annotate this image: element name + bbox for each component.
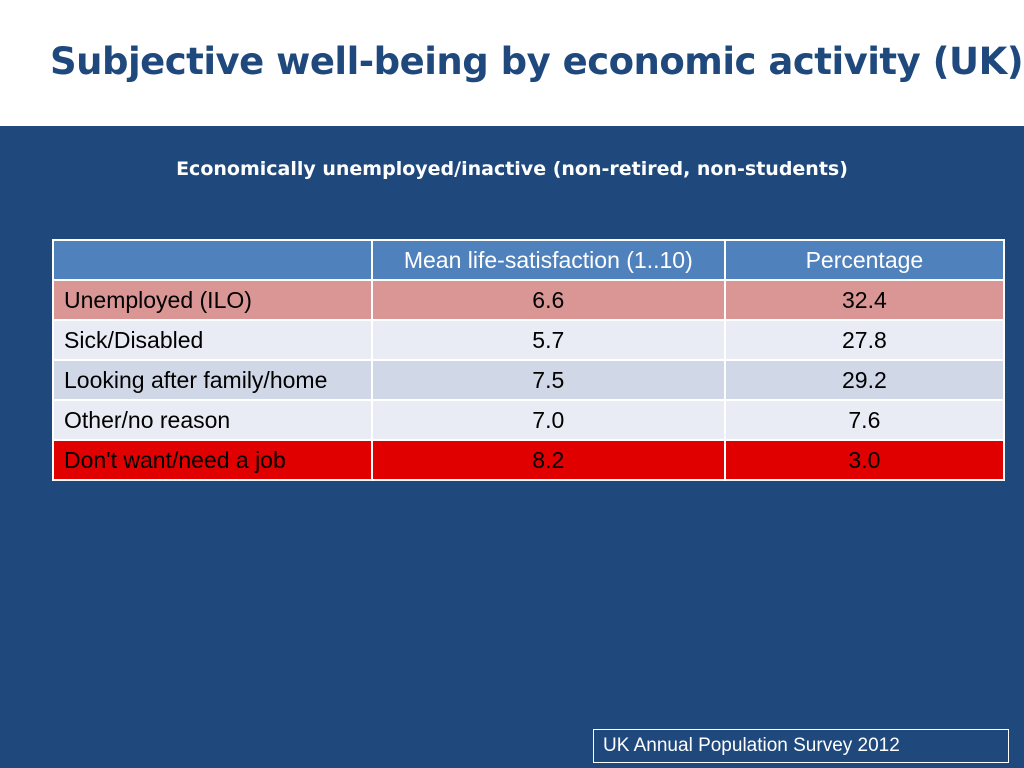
row-category: Looking after family/home bbox=[52, 359, 373, 401]
row-mean: 8.2 bbox=[370, 439, 726, 481]
header-category bbox=[52, 239, 373, 281]
row-mean: 7.0 bbox=[370, 399, 726, 441]
table-row: Other/no reason 7.0 7.6 bbox=[52, 399, 1006, 441]
header-percentage: Percentage bbox=[723, 239, 1006, 281]
table-row: Looking after family/home 7.5 29.2 bbox=[52, 359, 1006, 401]
row-percentage: 7.6 bbox=[723, 399, 1006, 441]
table-row: Sick/Disabled 5.7 27.8 bbox=[52, 319, 1006, 361]
row-category: Sick/Disabled bbox=[52, 319, 373, 361]
table-row: Don't want/need a job 8.2 3.0 bbox=[52, 439, 1006, 481]
row-mean: 6.6 bbox=[370, 279, 726, 321]
row-percentage: 27.8 bbox=[723, 319, 1006, 361]
source-caption: UK Annual Population Survey 2012 bbox=[593, 729, 1009, 763]
title-band: Subjective well-being by economic activi… bbox=[0, 0, 1024, 126]
row-mean: 7.5 bbox=[370, 359, 726, 401]
row-percentage: 29.2 bbox=[723, 359, 1006, 401]
data-table: Mean life-satisfaction (1..10) Percentag… bbox=[52, 239, 1006, 481]
slide-subtitle: Economically unemployed/inactive (non-re… bbox=[176, 158, 848, 180]
row-category: Unemployed (ILO) bbox=[52, 279, 373, 321]
row-category: Other/no reason bbox=[52, 399, 373, 441]
table-header-row: Mean life-satisfaction (1..10) Percentag… bbox=[52, 239, 1006, 281]
slide-title: Subjective well-being by economic activi… bbox=[50, 40, 1024, 83]
table-row: Unemployed (ILO) 6.6 32.4 bbox=[52, 279, 1006, 321]
row-percentage: 3.0 bbox=[723, 439, 1006, 481]
header-mean-life-satisfaction: Mean life-satisfaction (1..10) bbox=[370, 239, 726, 281]
row-category: Don't want/need a job bbox=[52, 439, 373, 481]
row-percentage: 32.4 bbox=[723, 279, 1006, 321]
row-mean: 5.7 bbox=[370, 319, 726, 361]
